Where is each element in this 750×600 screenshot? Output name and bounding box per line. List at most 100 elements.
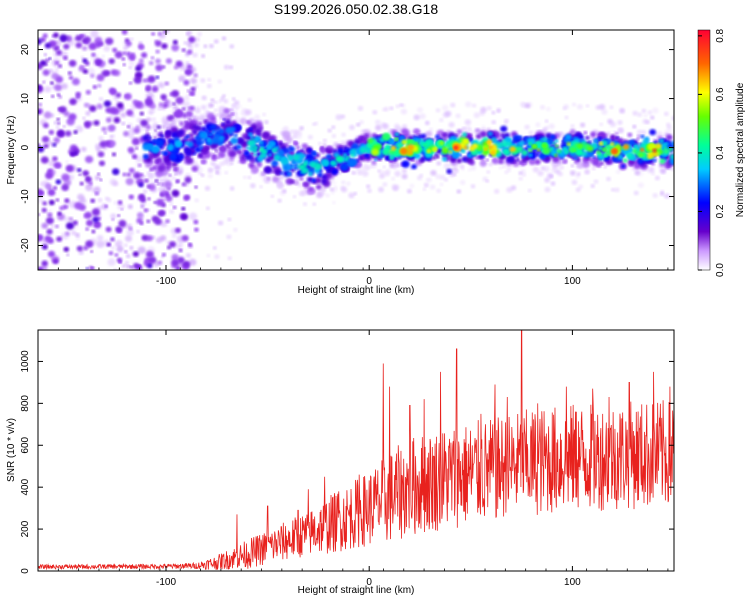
spectrogram-cell	[97, 198, 103, 203]
spectrogram-cell	[208, 133, 213, 137]
spectrogram-cell	[450, 157, 456, 163]
spectrogram-cell	[90, 73, 95, 78]
spectrogram-cell	[73, 151, 78, 156]
spectrogram-cell	[664, 111, 669, 116]
spectrogram-cell	[83, 120, 91, 127]
spectrogram-cell	[38, 38, 42, 45]
spectrogram-cell	[285, 136, 293, 143]
spectrogram-cell	[211, 153, 217, 158]
spectrogram-cell	[146, 117, 152, 122]
spectrogram-cell	[183, 41, 188, 45]
spectrogram-cell	[207, 173, 213, 179]
spectrogram-cell	[461, 156, 469, 163]
spectrogram-cell	[633, 145, 638, 149]
spectrogram-cell	[402, 124, 408, 129]
spectrogram-cell	[75, 34, 83, 42]
spectrogram-cell	[290, 179, 295, 184]
spectrogram-cell	[615, 169, 621, 174]
spectrogram-cell	[75, 125, 84, 133]
spectrogram-cell	[172, 39, 178, 45]
spectrogram-cell	[253, 152, 257, 156]
spectrogram-cell	[652, 193, 658, 198]
spectrogram-cell	[169, 209, 174, 214]
spectrogram-cell	[101, 54, 105, 58]
spectrogram-cell	[282, 126, 289, 132]
spectrogram-cell	[93, 221, 102, 229]
spectrogram-cell	[525, 103, 531, 109]
spectrogram-cell	[277, 198, 282, 203]
spectrogram-cell	[245, 109, 252, 116]
spectrogram-cell	[63, 216, 70, 222]
spectrogram-cell	[116, 102, 124, 109]
spectrogram-cell	[610, 142, 615, 146]
spectrogram-cell	[82, 116, 86, 120]
spectrogram-cell	[141, 234, 149, 241]
spectrogram-cell	[322, 187, 326, 191]
spectrogram-cell	[93, 120, 100, 126]
spectrogram-cell	[389, 106, 394, 111]
spectrogram-cell	[169, 152, 177, 159]
spectrogram-cell	[464, 139, 468, 143]
spectrogram-cell	[187, 89, 190, 93]
spectrogram-cell	[179, 121, 185, 126]
spectrogram-cell	[243, 175, 247, 179]
spectrogram-cell	[48, 199, 55, 206]
spectrogram-cell	[138, 41, 143, 45]
spectrogram-cell	[154, 40, 162, 47]
spectrogram-cell	[390, 145, 397, 151]
y-tick-label: 0	[20, 144, 31, 150]
spectrogram-cell	[40, 156, 49, 164]
spectrogram-cell	[359, 120, 364, 125]
spectrogram-cell	[193, 42, 199, 48]
spectrogram-cell	[98, 160, 106, 167]
spectrogram-cell	[287, 171, 292, 176]
spectrogram-cell	[171, 189, 180, 197]
spectrogram-cell	[128, 227, 133, 231]
spectrogram-cell	[593, 179, 599, 184]
spectrogram-cell	[659, 158, 666, 164]
spectrogram-cell	[389, 162, 395, 168]
spectrogram-cell	[107, 258, 116, 267]
spectrogram-cell	[160, 94, 167, 100]
spectrogram-cell	[486, 170, 491, 174]
spectrogram-cell	[518, 160, 523, 165]
spectrogram-cell	[580, 122, 586, 128]
spectrogram-cell	[498, 166, 503, 170]
spectrogram-cell	[127, 204, 133, 210]
y-tick-label: 800	[20, 395, 31, 412]
spectrogram-cell	[626, 153, 632, 158]
spectrogram-cell	[327, 128, 332, 133]
spectrogram-cell	[186, 64, 193, 70]
spectrogram-cell	[171, 253, 179, 261]
spectrogram-cell	[148, 110, 154, 115]
spectrogram-cell	[157, 260, 163, 265]
spectrogram-cell	[332, 201, 336, 205]
spectrogram-cell	[153, 201, 157, 204]
spectrogram-cell	[193, 152, 197, 156]
spectrogram-cell	[139, 111, 144, 116]
spectrogram-cell	[374, 158, 378, 162]
spectrogram-cell	[492, 158, 497, 162]
spectrogram-cell	[271, 159, 279, 167]
spectrogram-cell	[382, 182, 388, 187]
spectrogram-cell	[73, 130, 78, 135]
spectrogram-cell	[138, 58, 144, 63]
spectrogram-cell	[145, 250, 154, 258]
spectrogram-cell	[441, 156, 448, 162]
spectrogram-cell	[249, 127, 253, 131]
spectrogram-cell	[139, 125, 146, 131]
spectrogram-cell	[570, 164, 575, 168]
spectrogram-cell	[168, 241, 177, 248]
spectrogram-cell	[446, 142, 453, 149]
spectrogram-cell	[138, 182, 144, 188]
spectrogram-cell	[159, 210, 166, 216]
spectrogram-cell	[145, 98, 152, 105]
spectrogram-cell	[453, 145, 459, 150]
spectrogram-cell	[178, 75, 186, 82]
figure-title: S199.2026.050.02.38.G18	[274, 1, 438, 17]
spectrogram-cell	[110, 237, 115, 242]
spectrogram-cell	[221, 122, 225, 126]
spectrogram-cell	[622, 158, 628, 163]
spectrogram-cell	[399, 147, 408, 155]
spectrogram-cell	[467, 168, 472, 172]
